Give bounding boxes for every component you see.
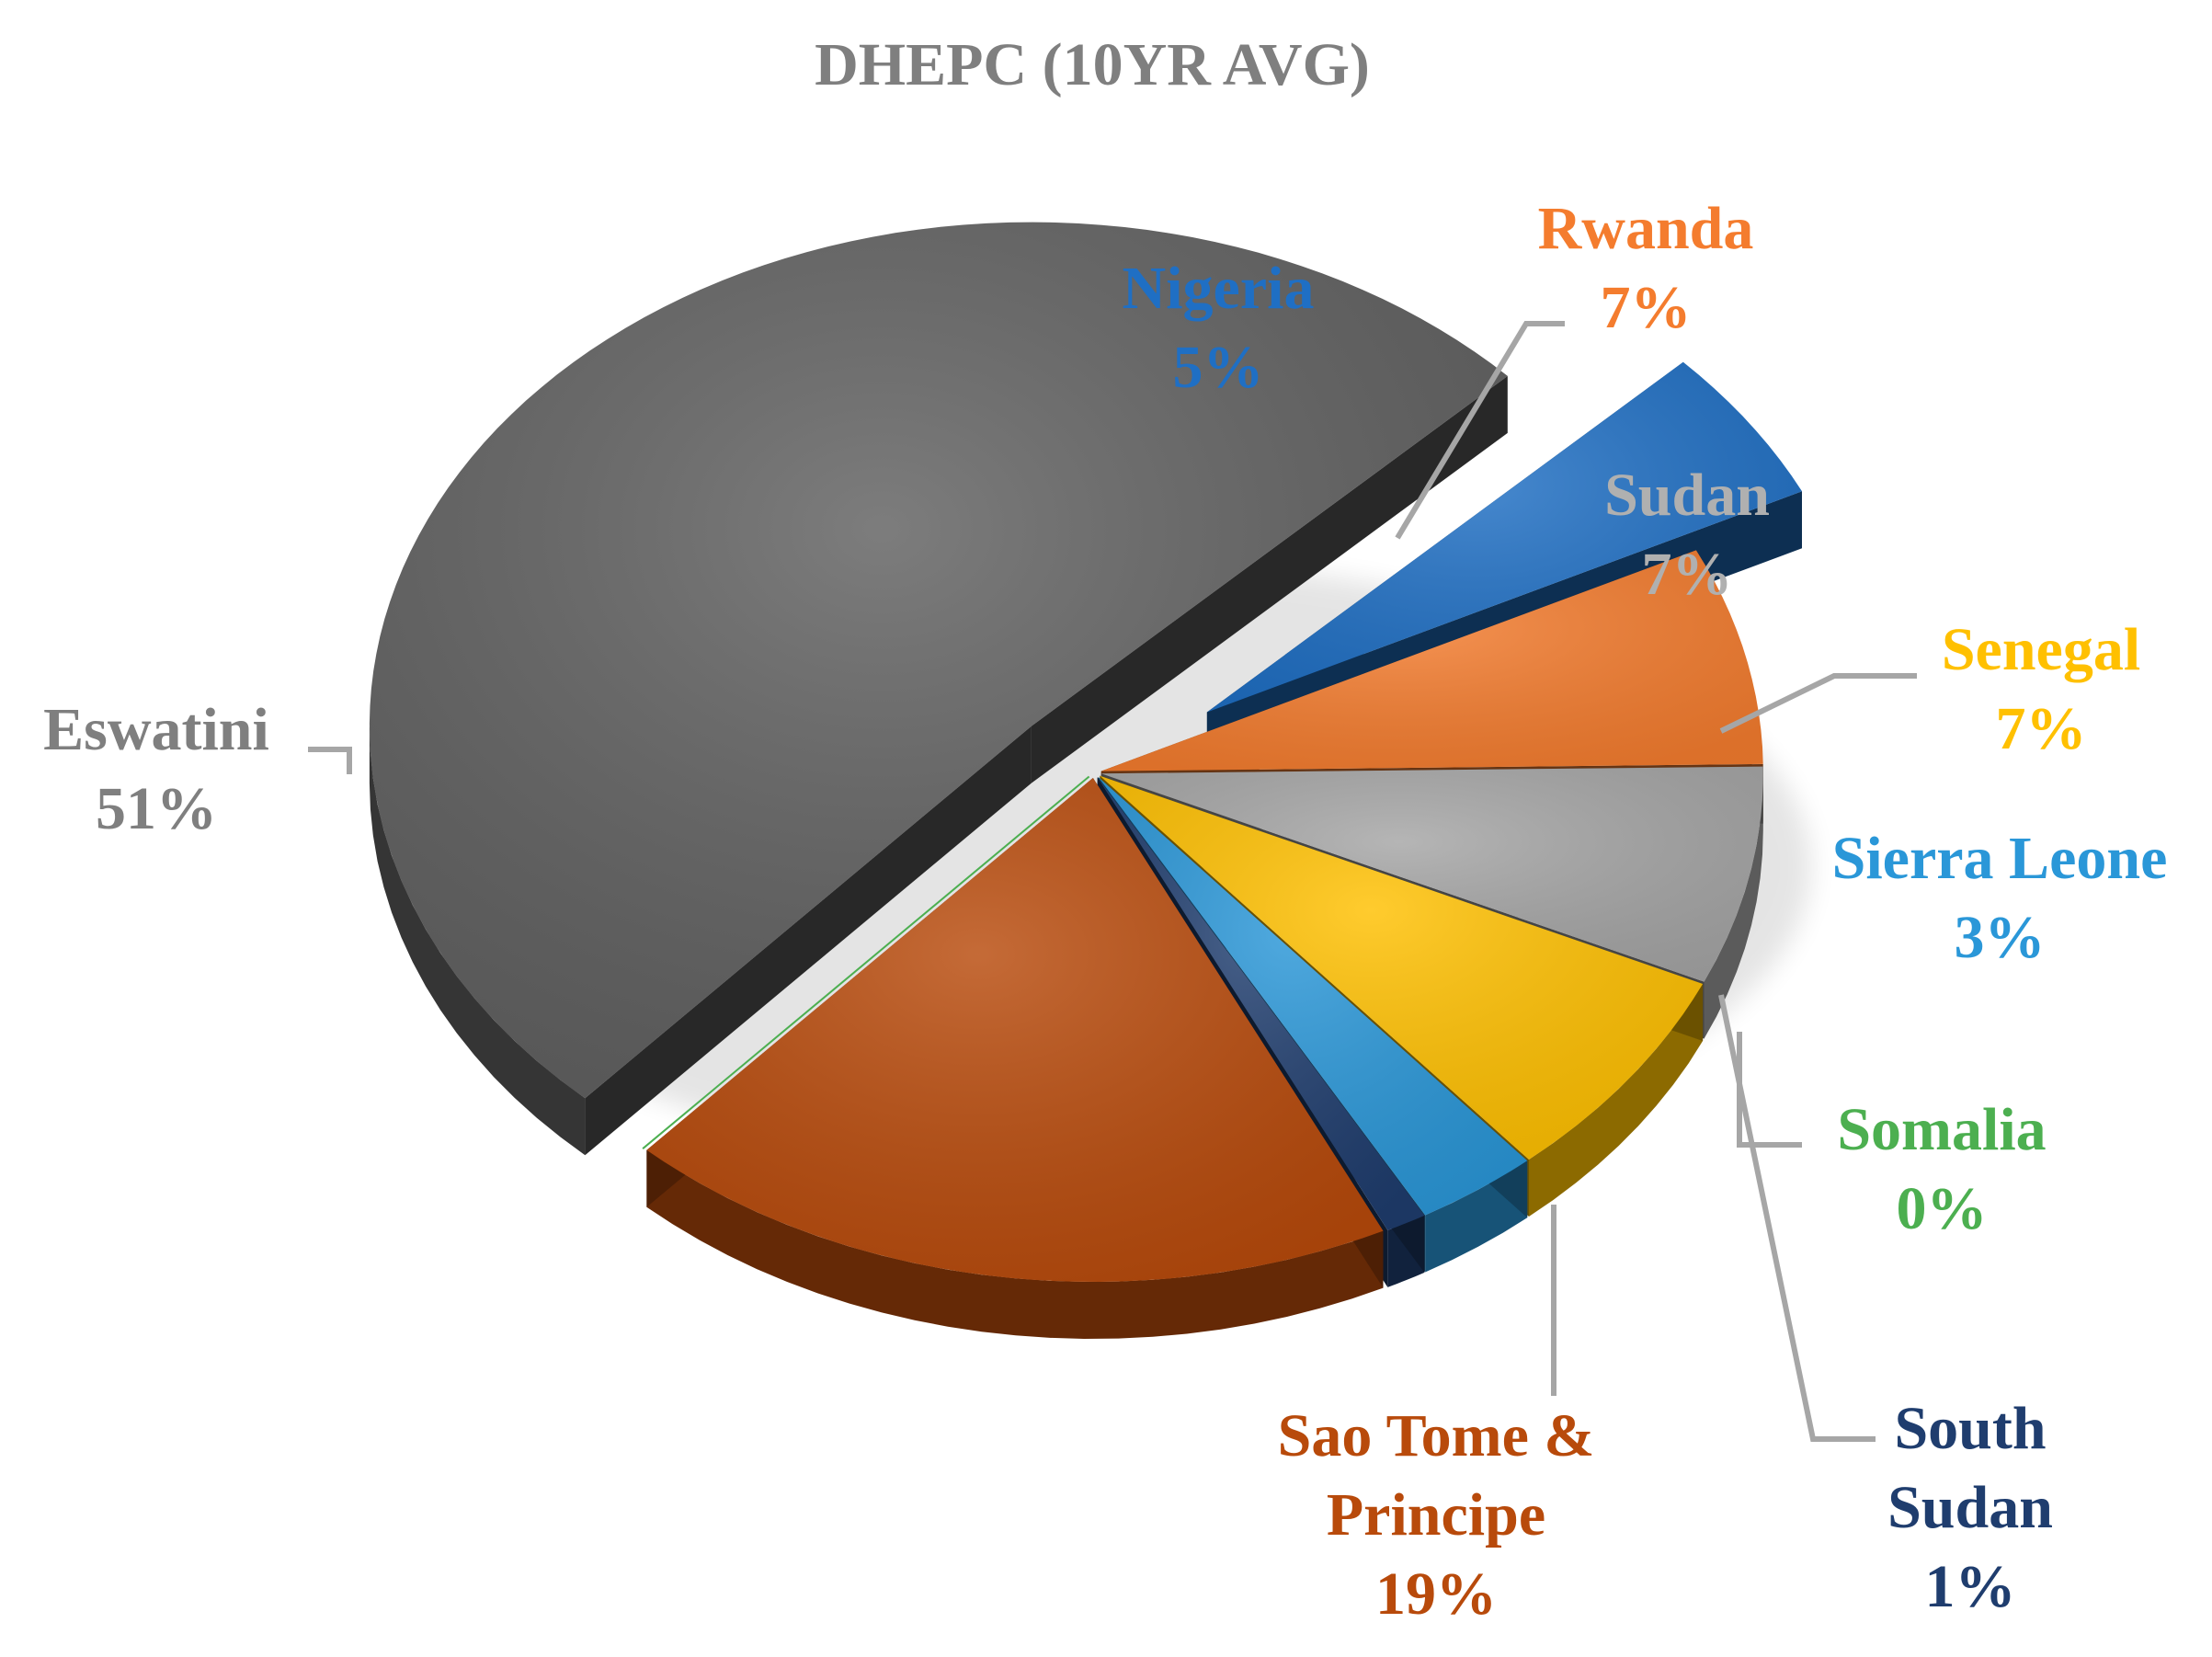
leader-line-south-sudan (1718, 994, 1876, 1442)
pie-cut-eswatini (1031, 375, 1508, 783)
leader-line-senegal (1719, 673, 1917, 734)
slice-label-eswatini: Eswatini (43, 696, 269, 763)
pie-slice-shine-rwanda (1100, 550, 1763, 771)
pie-slice-shine-sudan (1100, 766, 1763, 982)
pie-slice-shine-eswatini (369, 222, 1508, 1099)
slice-value-senegal: 7% (1996, 695, 2087, 762)
pie-slice-shine-sao-tome-principe (646, 778, 1384, 1282)
leader-line-eswatini (308, 747, 352, 774)
slice-value-eswatini: 51% (96, 775, 217, 842)
slice-label-south-sudan-2: Sudan (1887, 1474, 2053, 1541)
slice-value-sudan: 7% (1642, 541, 1733, 608)
slice-value-sierra-leone: 3% (1955, 904, 2046, 971)
leader-line-rwanda (1395, 321, 1565, 540)
leader-line-somalia (1737, 1032, 1802, 1148)
pie-slice-somalia (642, 775, 1090, 1149)
slice-label-senegal: Senegal (1942, 616, 2140, 683)
slice-label-rwanda: Rwanda (1538, 195, 1754, 262)
slice-value-rwanda: 7% (1601, 274, 1692, 341)
chart-title: DHEPC (10YR AVG) (815, 31, 1370, 98)
slice-label-sudan: Sudan (1604, 462, 1770, 529)
slice-value-sao-tome-principe: 19% (1375, 1560, 1497, 1628)
pie-cut-eswatini (585, 726, 1032, 1156)
slice-label-nigeria: Nigeria (1123, 255, 1315, 322)
pie-side-sudan (1704, 773, 1763, 1039)
slice-label-somalia: Somalia (1837, 1096, 2046, 1163)
pie-slice-shine-sierra-leone (1098, 777, 1528, 1216)
pie-slice-shine-senegal (1100, 775, 1704, 1160)
pie-slice-shine-nigeria (1206, 361, 1802, 713)
slice-value-nigeria: 5% (1173, 334, 1264, 401)
pie-side-sao-tome-principe (646, 1149, 1384, 1339)
pie-side-senegal (1529, 984, 1704, 1217)
slice-label-sierra-leone: Sierra Leone (1832, 825, 2168, 892)
slice-value-somalia: 0% (1897, 1175, 1988, 1242)
slice-label-south-sudan-1: South (1894, 1395, 2046, 1462)
pie-slice-shine-south-sudan (1097, 777, 1425, 1230)
slice-value-south-sudan: 1% (1925, 1553, 2016, 1620)
slice-label-sao-tome-principe-2: Principe (1327, 1481, 1545, 1548)
slice-label-sao-tome-principe-1: Sao Tome & (1278, 1402, 1595, 1469)
pie-side-eswatini (369, 726, 586, 1156)
